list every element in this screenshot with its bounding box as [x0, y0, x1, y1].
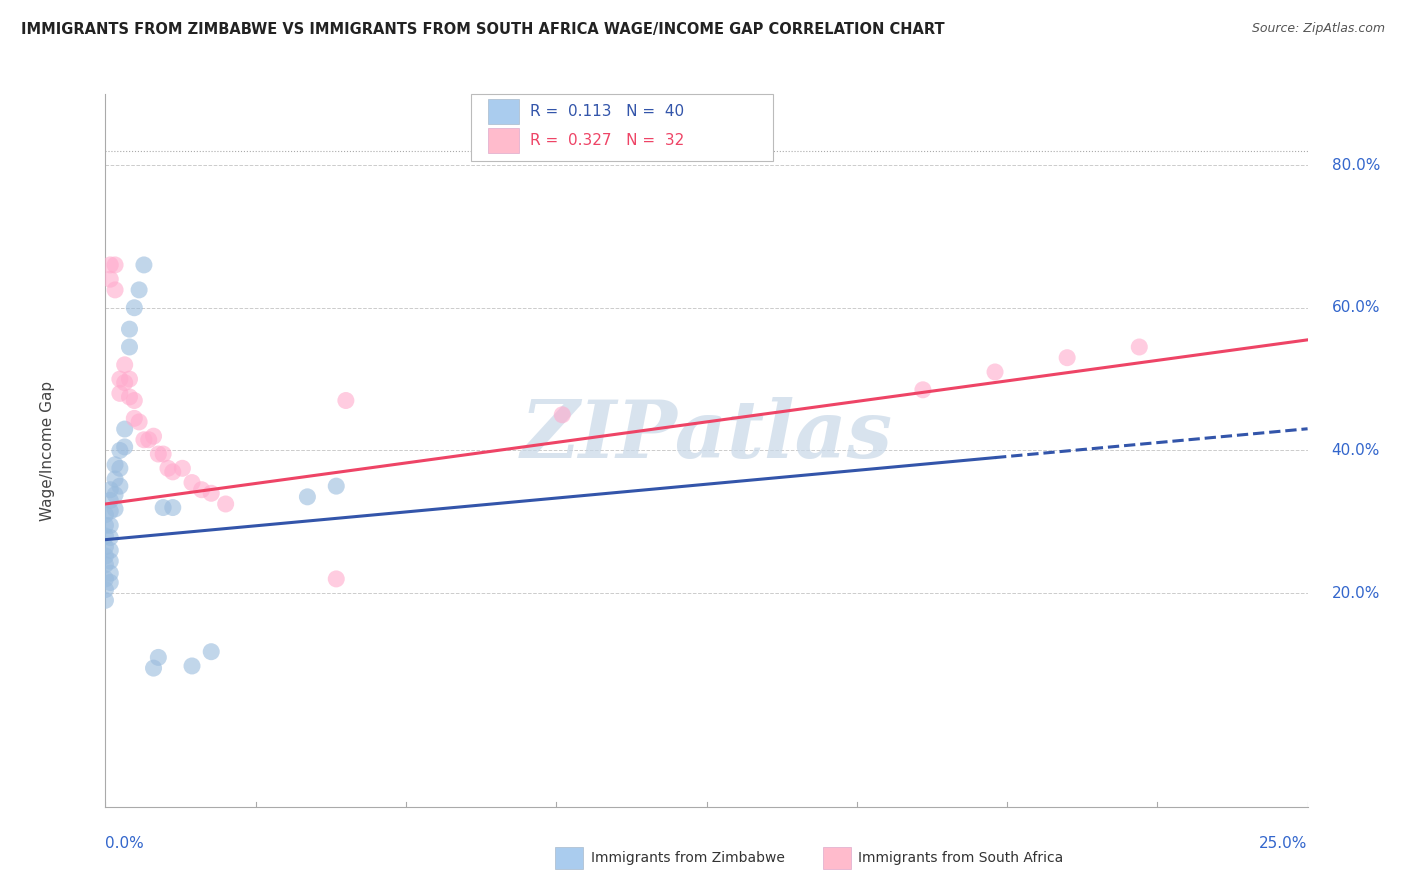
Text: 0.0%: 0.0%: [105, 836, 145, 851]
Text: 25.0%: 25.0%: [1260, 836, 1308, 851]
Point: [162, 465, 184, 479]
Point: [124, 411, 146, 425]
Point: [118, 372, 141, 386]
Point: [911, 383, 934, 397]
Point: [181, 475, 204, 490]
Point: [118, 340, 141, 354]
Point: [162, 500, 184, 515]
Point: [190, 483, 212, 497]
Point: [98, 483, 121, 497]
Point: [138, 433, 160, 447]
Point: [94, 518, 117, 533]
Point: [98, 531, 121, 545]
Point: [94, 508, 117, 522]
Text: 20.0%: 20.0%: [1331, 586, 1381, 600]
Text: IMMIGRANTS FROM ZIMBABWE VS IMMIGRANTS FROM SOUTH AFRICA WAGE/INCOME GAP CORRELA: IMMIGRANTS FROM ZIMBABWE VS IMMIGRANTS F…: [21, 22, 945, 37]
Point: [128, 283, 150, 297]
Point: [104, 472, 127, 486]
Point: [142, 661, 165, 675]
Point: [104, 258, 127, 272]
Point: [172, 461, 194, 475]
Point: [335, 393, 357, 408]
Point: [114, 440, 136, 454]
Point: [325, 572, 347, 586]
Point: [148, 650, 170, 665]
Point: [124, 301, 146, 315]
Text: Immigrants from Zimbabwe: Immigrants from Zimbabwe: [591, 851, 785, 865]
Text: Source: ZipAtlas.com: Source: ZipAtlas.com: [1251, 22, 1385, 36]
Point: [108, 372, 131, 386]
Point: [128, 415, 150, 429]
Point: [1056, 351, 1078, 365]
Text: 80.0%: 80.0%: [1331, 158, 1381, 172]
Point: [94, 582, 117, 597]
Text: 40.0%: 40.0%: [1331, 443, 1381, 458]
Point: [132, 433, 155, 447]
Point: [152, 447, 174, 461]
Point: [325, 479, 347, 493]
Point: [114, 358, 136, 372]
Text: R =  0.327   N =  32: R = 0.327 N = 32: [530, 133, 685, 147]
Point: [124, 393, 146, 408]
Text: R =  0.113   N =  40: R = 0.113 N = 40: [530, 104, 685, 119]
Point: [1128, 340, 1150, 354]
Point: [98, 272, 121, 286]
Point: [297, 490, 319, 504]
Point: [114, 376, 136, 390]
Point: [132, 258, 155, 272]
Point: [108, 461, 131, 475]
Point: [98, 504, 121, 518]
Point: [98, 493, 121, 508]
Text: 60.0%: 60.0%: [1331, 301, 1381, 315]
Point: [98, 543, 121, 558]
Point: [98, 566, 121, 581]
Point: [108, 386, 131, 401]
Point: [984, 365, 1007, 379]
Point: [94, 558, 117, 572]
Text: Wage/Income Gap: Wage/Income Gap: [41, 380, 55, 521]
Point: [156, 461, 179, 475]
Point: [200, 645, 222, 659]
Point: [98, 258, 121, 272]
Point: [108, 443, 131, 458]
Point: [118, 322, 141, 336]
Point: [98, 554, 121, 568]
Point: [98, 518, 121, 533]
Text: ZIPatlas: ZIPatlas: [520, 398, 893, 475]
Point: [94, 593, 117, 607]
Point: [181, 659, 204, 673]
Point: [94, 529, 117, 543]
Point: [94, 549, 117, 563]
Point: [104, 488, 127, 502]
Point: [104, 458, 127, 472]
Point: [152, 500, 174, 515]
Point: [551, 408, 574, 422]
Point: [142, 429, 165, 443]
Point: [104, 283, 127, 297]
Point: [200, 486, 222, 500]
Point: [98, 575, 121, 590]
Point: [118, 390, 141, 404]
Point: [94, 572, 117, 586]
Point: [104, 502, 127, 516]
Text: Immigrants from South Africa: Immigrants from South Africa: [858, 851, 1063, 865]
Point: [94, 540, 117, 554]
Point: [148, 447, 170, 461]
Point: [114, 422, 136, 436]
Point: [214, 497, 236, 511]
Point: [108, 479, 131, 493]
